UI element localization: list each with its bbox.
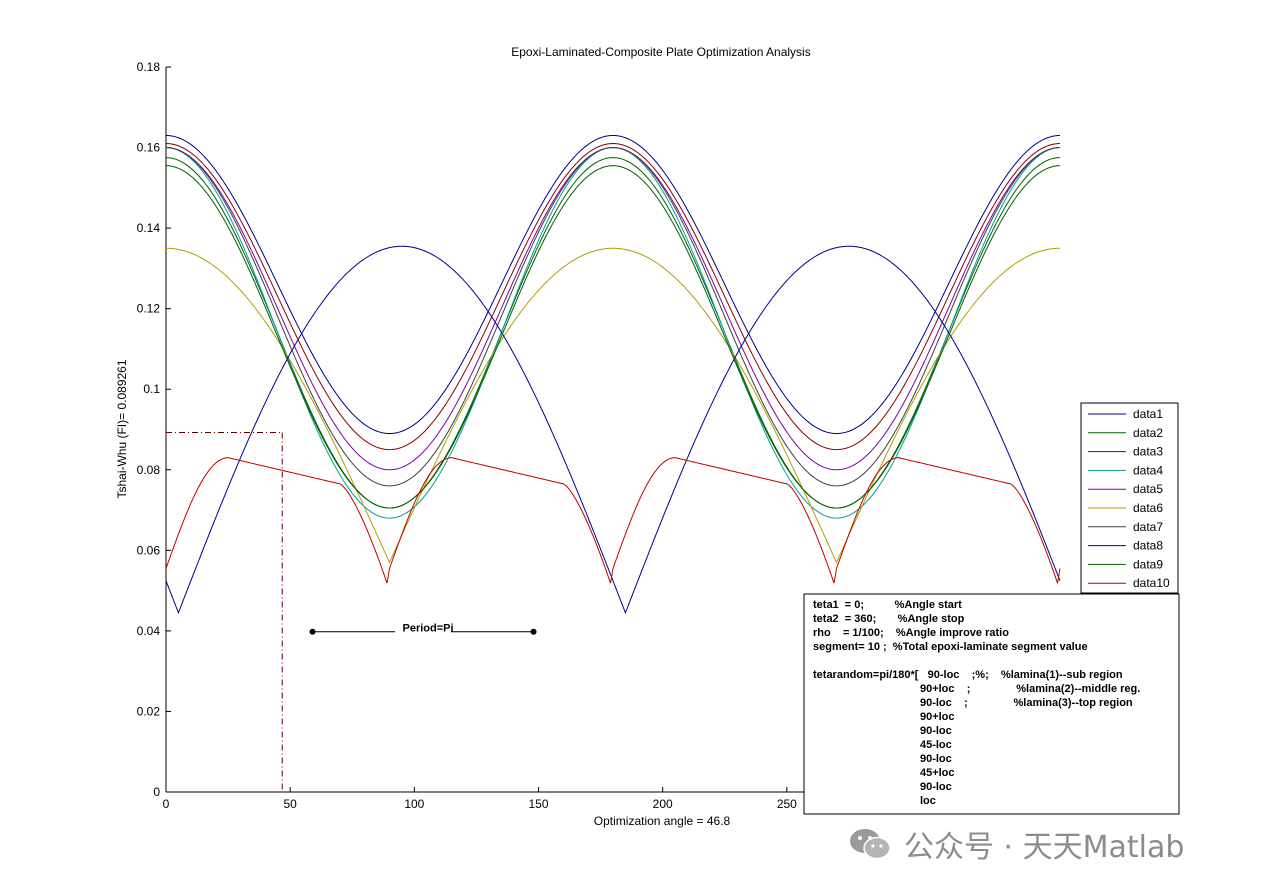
series-line-data4 [165, 147, 1061, 519]
x-axis-label: Optimization angle = 46.8 [594, 814, 731, 828]
code-note-line: 90-loc [813, 725, 952, 737]
period-end-dot [530, 628, 537, 635]
legend: data1 data2 data3 data4 data5 data6 data7 data8… [1080, 402, 1179, 594]
legend-label-data8: data8 [1133, 539, 1163, 553]
chart-title: Epoxi-Laminated-Composite Plate Optimiza… [511, 45, 810, 59]
x-tick-label: 200 [653, 797, 673, 811]
y-tick-label: 0.1 [143, 382, 160, 396]
series-line-data9 [165, 165, 1061, 509]
series-line-data1 [165, 134, 1061, 435]
annotations: Period=Pi [166, 431, 537, 792]
legend-label-data9: data9 [1133, 557, 1163, 571]
series-lines [165, 134, 1061, 615]
x-tick-label: 100 [404, 797, 424, 811]
code-note-line: segment= 10 ; %Total epoxi-laminate segm… [813, 641, 1088, 653]
y-tick-label: 0.02 [137, 704, 161, 718]
code-note-line: 90+loc [813, 711, 955, 723]
series-line-data6 [165, 247, 1061, 564]
series-line-data10 [165, 457, 1061, 584]
y-tick-label: 0.16 [137, 141, 161, 155]
legend-label-data5: data5 [1133, 482, 1163, 496]
y-tick-label: 0.14 [137, 221, 161, 235]
code-note: teta1 = 0; %Angle start teta2 = 360; %Ang… [803, 593, 1180, 815]
plot-area: 05010015020025030035000.020.040.060.080.… [137, 60, 1061, 811]
code-note-line: 45-loc [813, 739, 952, 751]
code-note-line: rho = 1/100; %Angle improve ratio [813, 627, 1009, 639]
period-label-bg [395, 623, 452, 636]
code-note-box [803, 593, 1180, 815]
axis-ticks: 05010015020025030035000.020.040.060.080.… [137, 60, 1046, 811]
legend-label-data3: data3 [1133, 445, 1163, 459]
series-line-data7 [165, 147, 1061, 487]
y-tick-label: 0.06 [137, 543, 161, 557]
x-tick-label: 0 [163, 797, 170, 811]
code-note-line: 45+loc [813, 767, 955, 779]
legend-label-data7: data7 [1133, 520, 1163, 534]
code-note-line: tetarandom=pi/180*[ 90-loc ;%; %lamina(1… [813, 669, 1123, 681]
wechat-icon [850, 829, 891, 860]
watermark-text: 公众号 · 天天Matlab [904, 830, 1185, 865]
series-line-data3 [165, 143, 1061, 451]
x-tick-label: 50 [283, 797, 297, 811]
y-tick-label: 0.08 [137, 463, 161, 477]
legend-label-data6: data6 [1133, 501, 1163, 515]
legend-label-data2: data2 [1133, 426, 1163, 440]
code-note-line: 90+loc ; %lamina(2)--middle reg. [813, 683, 1140, 695]
legend-label-data10: data10 [1133, 576, 1170, 590]
period-label: Period=Pi [403, 623, 454, 635]
y-tick-label: 0.12 [137, 302, 161, 316]
y-tick-label: 0 [153, 785, 160, 799]
y-axis-label: Tshai-Whu (FI)= 0.089261 [115, 359, 129, 498]
code-note-line: 90-loc ; %lamina(3)--top region [813, 697, 1133, 709]
x-tick-label: 150 [528, 797, 548, 811]
code-note-line: teta2 = 360; %Angle stop [813, 613, 965, 625]
period-start-dot [309, 628, 316, 635]
legend-label-data4: data4 [1133, 463, 1163, 477]
legend-box [1080, 402, 1179, 594]
series-line-data2 [165, 157, 1061, 509]
legend-label-data1: data1 [1133, 407, 1163, 421]
code-note-line: 90-loc [813, 781, 952, 793]
code-note-line: 90-loc [813, 753, 952, 765]
series-line-data5 [165, 147, 1061, 471]
code-note-line: loc [813, 795, 936, 807]
code-note-line: teta1 = 0; %Angle start [813, 599, 962, 611]
x-tick-label: 250 [777, 797, 797, 811]
y-tick-label: 0.04 [137, 624, 161, 638]
watermark: 公众号 · 天天Matlab [848, 818, 1268, 870]
y-tick-label: 0.18 [137, 60, 161, 74]
series-line-data8 [165, 245, 1061, 615]
